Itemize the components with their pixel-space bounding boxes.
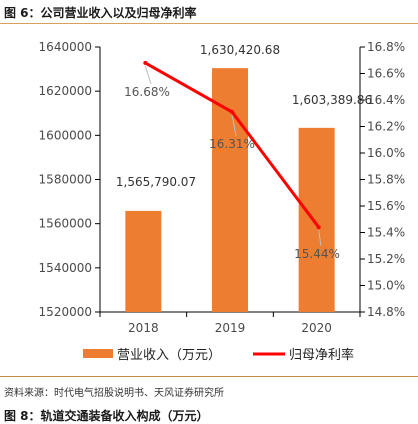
chart-legend: 营业收入（万元） 归母净利率 [83, 347, 354, 363]
y-left-tick-label: 1540000 [39, 261, 92, 275]
margin-label-leader [231, 114, 237, 137]
x-tick-label: 2019 [215, 321, 246, 335]
margin-label-leader [144, 65, 152, 85]
revenue-bar [212, 68, 248, 313]
title-rule [0, 23, 418, 24]
bar-series: 1,565,790.07 1,630,420.68 1,603,389.86 [116, 43, 372, 313]
y-right-tick-label: 16.4% [367, 93, 405, 107]
y-right-tick-label: 16.6% [367, 67, 405, 81]
legend-swatch-revenue [83, 349, 113, 358]
y-left-tick-label: 1520000 [39, 305, 92, 319]
y-left-tick-label: 1620000 [39, 84, 92, 98]
y-right-tick-label: 15.0% [367, 279, 405, 293]
net-margin-point [143, 60, 148, 65]
revenue-bar [125, 210, 162, 312]
y-left-tick-label: 1600000 [39, 128, 92, 142]
y-right-tick-label: 16.8% [367, 40, 405, 54]
figure-title: 图 6：公司营业收入以及归母净利率 [4, 6, 197, 20]
combo-chart: 1520000 1540000 1560000 1580000 1600000 16200… [39, 40, 406, 363]
source-rule [0, 376, 418, 377]
y-right-tick-label: 16.0% [367, 146, 405, 160]
revenue-data-label: 1,565,790.07 [116, 175, 196, 189]
y-right-tick-label: 14.8% [367, 305, 405, 319]
line-series: 16.68% 16.31% 15.44% [124, 60, 340, 261]
next-figure-title: 图 8：轨道交通装备收入构成（万元） [4, 409, 209, 423]
x-tick-label: 2018 [128, 321, 159, 335]
source-note: 资料来源：时代电气招股说明书、天风证券研究所 [4, 388, 224, 399]
y-left-tick-label: 1640000 [39, 40, 92, 54]
margin-label-leader [318, 230, 322, 247]
revenue-data-label: 1,630,420.68 [200, 43, 280, 57]
y-right-tick-label: 15.8% [367, 173, 405, 187]
legend-label-margin: 归母净利率 [289, 347, 354, 363]
net-margin-data-label: 15.44% [294, 247, 340, 261]
revenue-bar [298, 127, 335, 313]
y-right-tick-label: 15.4% [367, 226, 405, 240]
legend-label-revenue: 营业收入（万元） [117, 348, 221, 363]
revenue-data-label: 1,603,389.86 [292, 93, 372, 107]
net-margin-data-label: 16.68% [124, 85, 170, 99]
y-left-tick-label: 1580000 [39, 173, 92, 187]
net-margin-data-label: 16.31% [209, 137, 255, 151]
chart-axes: 1520000 1540000 1560000 1580000 1600000 16200… [39, 40, 406, 335]
y-right-tick-label: 15.6% [367, 199, 405, 213]
y-right-tick-label: 16.2% [367, 120, 405, 134]
net-margin-point [230, 109, 234, 114]
y-right-tick-label: 15.2% [367, 252, 405, 266]
x-tick-label: 2020 [301, 321, 332, 335]
y-left-tick-label: 1560000 [39, 217, 92, 231]
net-margin-point [316, 225, 321, 230]
